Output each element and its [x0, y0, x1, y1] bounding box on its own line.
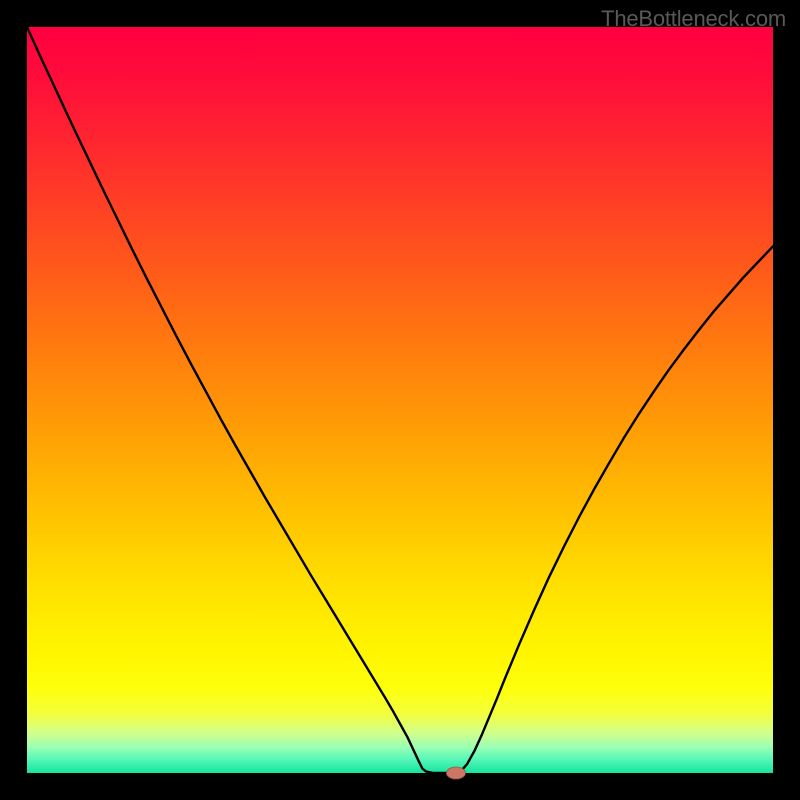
chart-container: TheBottleneck.com: [0, 0, 800, 800]
optimal-marker: [446, 767, 465, 779]
watermark-text: TheBottleneck.com: [601, 6, 786, 32]
chart-background: [27, 27, 773, 773]
bottleneck-chart: [0, 0, 800, 800]
